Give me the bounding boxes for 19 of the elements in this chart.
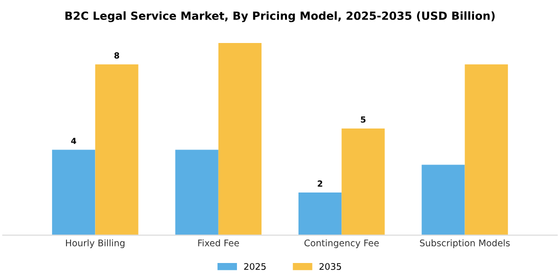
x-tick-label: Subscription Models <box>420 239 510 248</box>
data-label: 8 <box>114 52 120 59</box>
x-tick-label: Fixed Fee <box>198 239 239 246</box>
chart-title: B2C Legal Service Market, By Pricing Model, 2025-2035 (USD Billion) <box>65 11 495 22</box>
data-label: 5 <box>360 116 366 123</box>
bar <box>95 64 138 236</box>
legend-label: 2025 <box>244 263 266 270</box>
bar <box>342 128 385 236</box>
data-label: 4 <box>71 138 76 144</box>
data-label: 2 <box>318 180 322 187</box>
bar <box>422 164 465 236</box>
bar <box>298 192 342 236</box>
x-tick-label: Hourly Billing <box>66 239 124 248</box>
x-tick-label: Contingency Fee <box>304 239 379 248</box>
legend-label: 2035 <box>319 263 342 270</box>
bar <box>464 64 508 236</box>
bar <box>218 43 262 236</box>
bar <box>175 150 218 236</box>
bar <box>52 150 96 236</box>
